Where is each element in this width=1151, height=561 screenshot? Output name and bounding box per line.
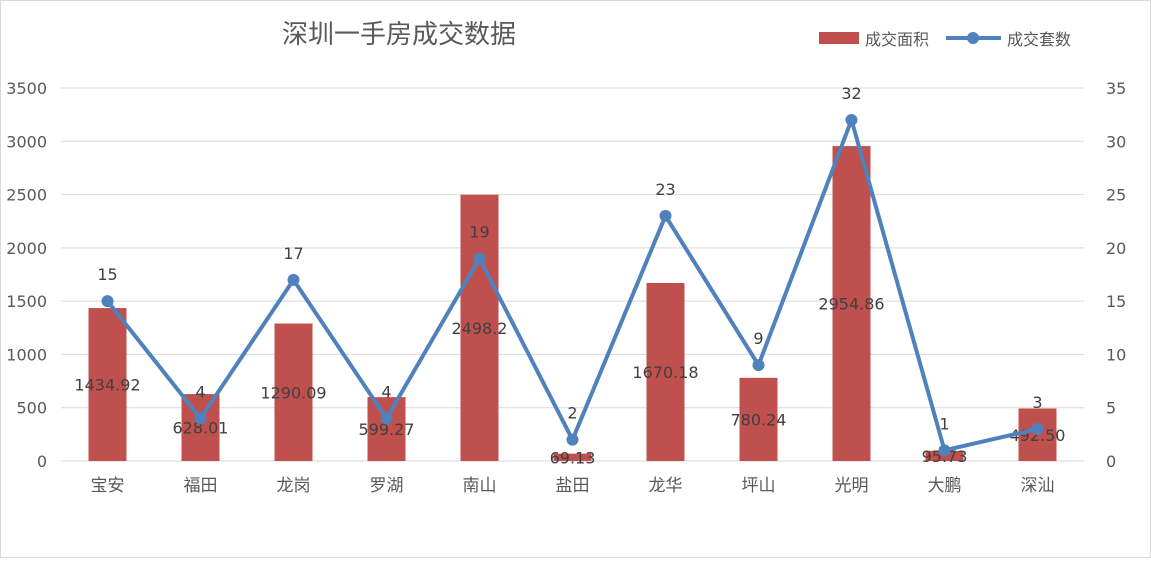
left-tick-label: 3500: [6, 79, 47, 98]
bar-data-label: 628.01: [173, 419, 229, 438]
right-tick-label: 35: [1106, 79, 1126, 98]
bar: [832, 146, 871, 461]
chart-title: 深圳一手房成交数据: [282, 20, 516, 50]
count-point: [752, 359, 765, 372]
line-data-label: 4: [195, 382, 205, 401]
count-point: [938, 444, 951, 457]
line-data-labels: 15 4 17 4 19 2 23 9 32 1 3: [97, 84, 1042, 433]
right-tick-label: 10: [1106, 345, 1126, 364]
bar: [88, 308, 127, 461]
left-tick-label: 2500: [6, 186, 47, 205]
count-point: [194, 412, 207, 425]
bar-data-label: 1670.18: [632, 363, 698, 382]
line-data-label: 23: [655, 180, 675, 199]
count-point: [473, 252, 486, 265]
bar: [739, 377, 778, 461]
category-label: 龙岗: [277, 476, 311, 496]
count-point: [101, 295, 114, 308]
legend: 成交面积 成交套数: [819, 30, 1071, 49]
bar: [367, 397, 406, 461]
legend-swatch-count-marker: [967, 32, 979, 44]
count-line-path: [105, 117, 1038, 453]
left-axis-ticks: 0 500 1000 1500 2000 2500 3000 3500: [6, 79, 47, 471]
bar-data-label: 1290.09: [260, 383, 326, 402]
count-line: [101, 113, 1044, 457]
bar: [553, 453, 592, 461]
left-tick-label: 3000: [6, 132, 47, 151]
right-tick-label: 30: [1106, 132, 1126, 151]
left-tick-label: 0: [37, 452, 47, 471]
count-point: [566, 433, 579, 446]
bar: [646, 283, 685, 461]
legend-swatch-area: [819, 32, 859, 44]
count-point: [659, 209, 672, 222]
line-data-label: 15: [97, 265, 117, 284]
category-labels: 宝安 福田 龙岗 罗湖 南山 盐田 龙华 坪山 光明 大鹏 深汕: [91, 476, 1055, 496]
line-data-label: 32: [841, 84, 861, 103]
bar-data-label: 2498.2: [452, 319, 508, 338]
bar-data-label: 599.27: [359, 420, 415, 439]
bar-data-label: 69.13: [550, 448, 596, 467]
category-label: 盐田: [556, 476, 590, 496]
left-tick-label: 1000: [6, 345, 47, 364]
category-label: 福田: [184, 476, 218, 496]
bar-data-label: 1434.92: [74, 376, 140, 395]
line-data-label: 17: [283, 244, 303, 263]
category-label: 罗湖: [370, 476, 404, 496]
right-tick-label: 5: [1106, 399, 1116, 418]
category-label: 宝安: [91, 476, 125, 496]
right-tick-label: 25: [1106, 186, 1126, 205]
count-point: [1031, 423, 1044, 436]
category-label: 龙华: [649, 476, 683, 496]
line-data-label: 3: [1032, 393, 1042, 412]
count-point: [845, 113, 858, 126]
left-tick-label: 1500: [6, 292, 47, 311]
line-data-label: 1: [939, 414, 949, 433]
category-label: 坪山: [742, 476, 776, 496]
legend-label-area: 成交面积: [865, 30, 929, 49]
count-point: [287, 273, 300, 286]
bar-data-label: 780.24: [731, 410, 787, 429]
category-label: 深汕: [1021, 476, 1055, 496]
right-tick-label: 0: [1106, 452, 1116, 471]
bar-data-labels: 1434.92 628.01 1290.09 599.27 2498.2 69.13 167…: [74, 295, 1065, 468]
bar: [274, 323, 313, 461]
line-data-label: 4: [381, 382, 391, 401]
line-data-label: 9: [753, 329, 763, 348]
line-data-label: 19: [469, 223, 489, 242]
left-tick-label: 500: [16, 399, 47, 418]
bar: [460, 194, 499, 462]
legend-label-count: 成交套数: [1007, 30, 1071, 49]
category-label: 南山: [463, 476, 497, 496]
category-label: 大鹏: [928, 476, 962, 496]
bar-data-label: 95.73: [922, 447, 968, 466]
left-tick-label: 2000: [6, 239, 47, 258]
bar-data-label: 2954.86: [818, 295, 884, 314]
count-point: [380, 412, 393, 425]
category-label: 光明: [835, 476, 869, 496]
bars: [88, 146, 1057, 462]
right-tick-label: 15: [1106, 292, 1126, 311]
gridlines: [61, 87, 1084, 462]
line-data-label: 2: [567, 404, 577, 423]
right-axis-ticks: 0 5 10 15 20 25 30 35: [1106, 79, 1126, 471]
right-tick-label: 20: [1106, 239, 1126, 258]
